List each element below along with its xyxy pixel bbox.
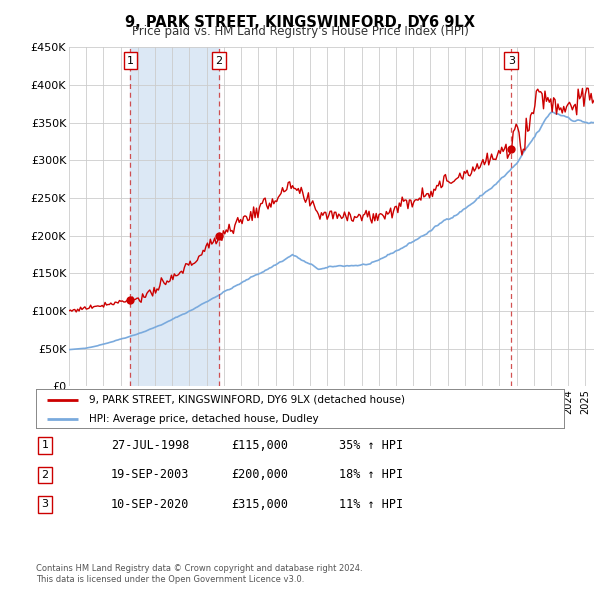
Text: This data is licensed under the Open Government Licence v3.0.: This data is licensed under the Open Gov… xyxy=(36,575,304,584)
Text: 1: 1 xyxy=(127,56,134,65)
Text: 18% ↑ HPI: 18% ↑ HPI xyxy=(339,468,403,481)
Text: 1: 1 xyxy=(41,441,49,450)
Text: 11% ↑ HPI: 11% ↑ HPI xyxy=(339,498,403,511)
Text: 9, PARK STREET, KINGSWINFORD, DY6 9LX (detached house): 9, PARK STREET, KINGSWINFORD, DY6 9LX (d… xyxy=(89,395,405,405)
Text: 2: 2 xyxy=(215,56,223,65)
Text: £315,000: £315,000 xyxy=(231,498,288,511)
Text: 9, PARK STREET, KINGSWINFORD, DY6 9LX: 9, PARK STREET, KINGSWINFORD, DY6 9LX xyxy=(125,15,475,30)
Bar xyxy=(130,47,219,386)
Text: HPI: Average price, detached house, Dudley: HPI: Average price, detached house, Dudl… xyxy=(89,414,319,424)
Text: 3: 3 xyxy=(508,56,515,65)
Text: 3: 3 xyxy=(41,500,49,509)
Text: 19-SEP-2003: 19-SEP-2003 xyxy=(111,468,190,481)
Text: Contains HM Land Registry data © Crown copyright and database right 2024.: Contains HM Land Registry data © Crown c… xyxy=(36,565,362,573)
Text: £115,000: £115,000 xyxy=(231,439,288,452)
Text: Price paid vs. HM Land Registry's House Price Index (HPI): Price paid vs. HM Land Registry's House … xyxy=(131,25,469,38)
Text: £200,000: £200,000 xyxy=(231,468,288,481)
Text: 10-SEP-2020: 10-SEP-2020 xyxy=(111,498,190,511)
Text: 2: 2 xyxy=(41,470,49,480)
Text: 27-JUL-1998: 27-JUL-1998 xyxy=(111,439,190,452)
Text: 35% ↑ HPI: 35% ↑ HPI xyxy=(339,439,403,452)
